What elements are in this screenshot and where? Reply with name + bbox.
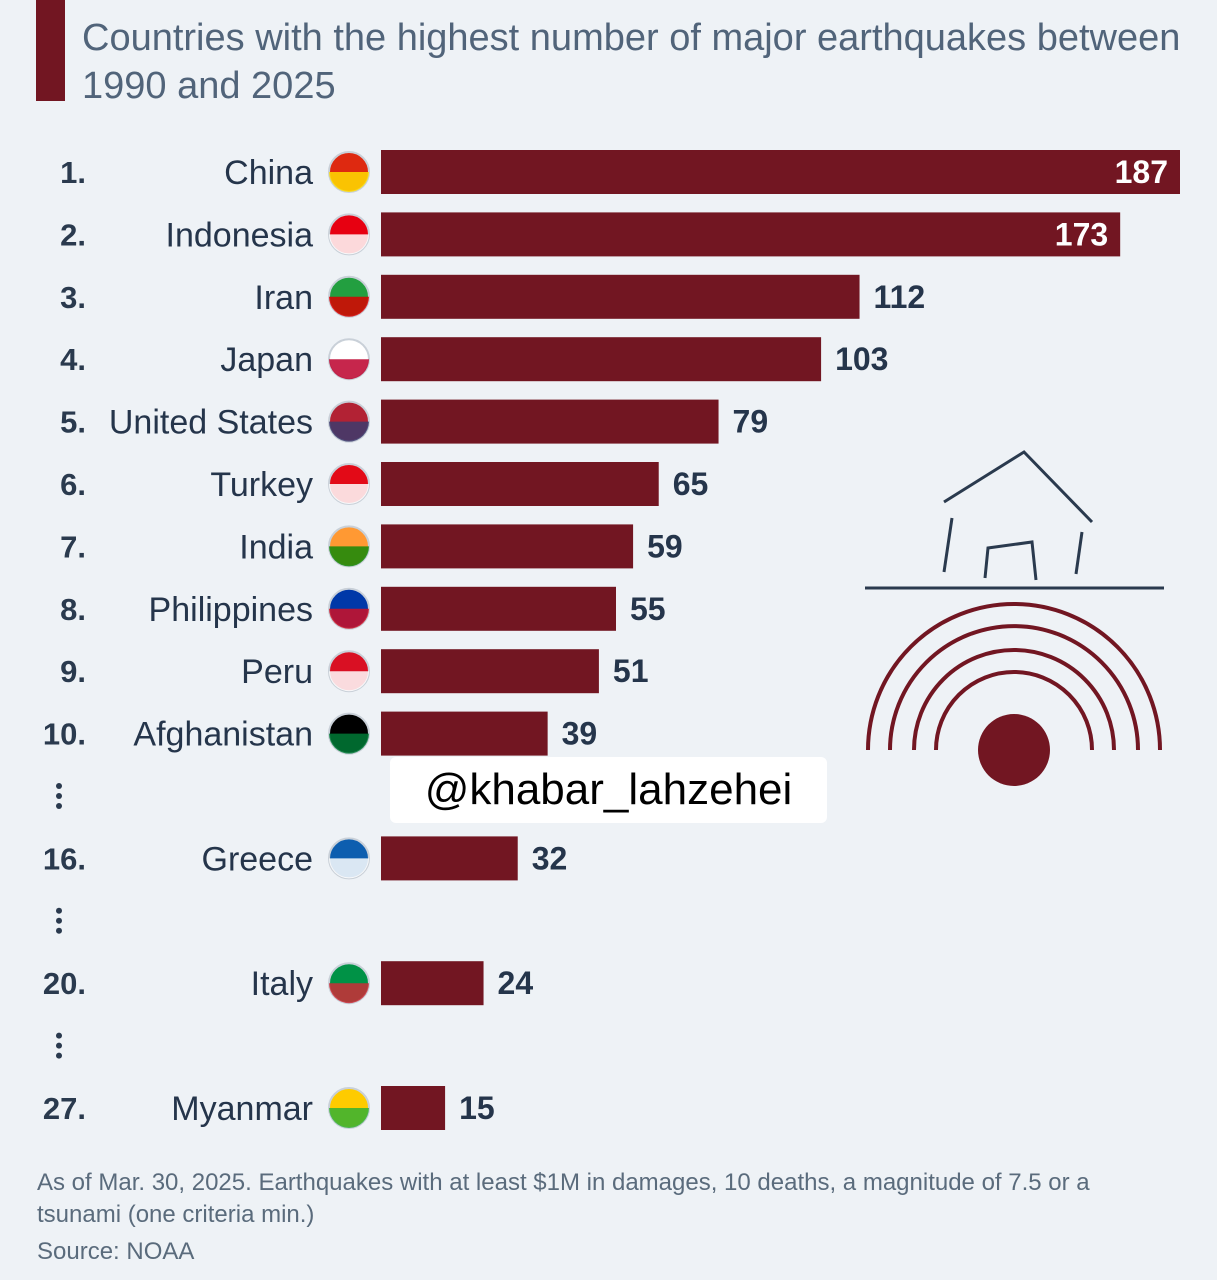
rank-label-greece: 16.	[43, 841, 86, 876]
value-label-united-states: 79	[733, 404, 769, 440]
country-label-philippines: Philippines	[149, 591, 313, 629]
country-label-india: India	[239, 528, 313, 566]
bar-italy	[381, 961, 484, 1006]
value-label-india: 59	[647, 528, 683, 564]
value-label-philippines: 55	[630, 591, 666, 627]
bar-chart: 1. China 187 2. Indonesia 173 3. Iran 112 4. Japan…	[43, 150, 1180, 1130]
china-flag-icon	[328, 151, 370, 193]
rank-label-myanmar: 27.	[43, 1091, 86, 1126]
rank-label-italy: 20.	[43, 966, 86, 1001]
bar-indonesia	[381, 212, 1121, 257]
turkey-flag-icon	[328, 463, 370, 505]
bar-japan	[381, 337, 822, 382]
country-label-peru: Peru	[241, 653, 313, 691]
gap-ellipsis-icon	[56, 907, 62, 934]
greece-flag-icon	[328, 837, 370, 880]
bar-china	[381, 150, 1180, 194]
afghanistan-flag-icon	[328, 712, 370, 755]
value-label-italy: 24	[498, 965, 534, 1001]
indonesia-flag-icon	[328, 213, 370, 256]
gap-ellipsis-icon	[56, 1032, 62, 1059]
watermark-label: @khabar_lahzehei	[390, 757, 827, 823]
value-label-japan: 103	[835, 341, 888, 377]
india-flag-icon	[328, 525, 370, 568]
source-label: Source: NOAA	[37, 1238, 195, 1265]
bar-myanmar	[381, 1086, 446, 1130]
rank-label-china: 1.	[60, 155, 86, 190]
bar-greece	[381, 836, 518, 881]
value-label-afghanistan: 39	[562, 716, 598, 752]
rank-label-turkey: 6.	[60, 467, 86, 502]
bar-afghanistan	[381, 711, 548, 756]
peru-flag-icon	[328, 650, 370, 693]
bar-united-states	[381, 399, 719, 444]
bar-india	[381, 524, 634, 569]
value-label-peru: 51	[613, 653, 649, 689]
country-label-afghanistan: Afghanistan	[133, 716, 313, 754]
country-label-united-states: United States	[109, 404, 313, 442]
country-label-italy: Italy	[251, 965, 313, 1003]
rank-label-peru: 9.	[60, 654, 86, 689]
bar-turkey	[381, 462, 659, 506]
united-states-flag-icon	[328, 400, 370, 443]
gap-ellipsis-icon	[56, 783, 62, 809]
value-label-turkey: 65	[673, 466, 709, 502]
rank-label-japan: 4.	[60, 342, 86, 377]
footnote: As of Mar. 30, 2025. Earthquakes with at…	[37, 1169, 1090, 1228]
title-accent-bar	[36, 0, 65, 101]
rank-label-united-states: 5.	[60, 405, 86, 440]
earthquake-house-icon	[865, 450, 1164, 786]
value-label-china: 187	[1115, 154, 1168, 190]
country-label-iran: Iran	[254, 279, 313, 317]
country-label-turkey: Turkey	[210, 466, 313, 504]
rank-label-india: 7.	[60, 529, 86, 564]
value-label-iran: 112	[874, 279, 926, 315]
bar-philippines	[381, 586, 616, 631]
country-label-myanmar: Myanmar	[171, 1090, 313, 1128]
japan-flag-icon	[328, 338, 370, 381]
iran-flag-icon	[328, 275, 370, 318]
rank-label-indonesia: 2.	[60, 217, 86, 252]
bar-peru	[381, 649, 599, 694]
philippines-flag-icon	[328, 587, 370, 630]
chart-title: Countries with the highest number of maj…	[82, 17, 1181, 107]
value-label-greece: 32	[532, 840, 568, 876]
value-label-indonesia: 173	[1055, 216, 1108, 252]
country-label-indonesia: Indonesia	[166, 216, 314, 254]
rank-label-afghanistan: 10.	[43, 717, 86, 752]
country-label-greece: Greece	[202, 840, 314, 878]
country-label-china: China	[224, 154, 313, 192]
rank-label-philippines: 8.	[60, 592, 86, 627]
italy-flag-icon	[328, 962, 370, 1005]
bar-iran	[381, 274, 860, 319]
myanmar-flag-icon	[328, 1087, 370, 1129]
value-label-myanmar: 15	[459, 1090, 495, 1126]
rank-label-iran: 3.	[60, 280, 86, 315]
country-label-japan: Japan	[220, 341, 313, 379]
